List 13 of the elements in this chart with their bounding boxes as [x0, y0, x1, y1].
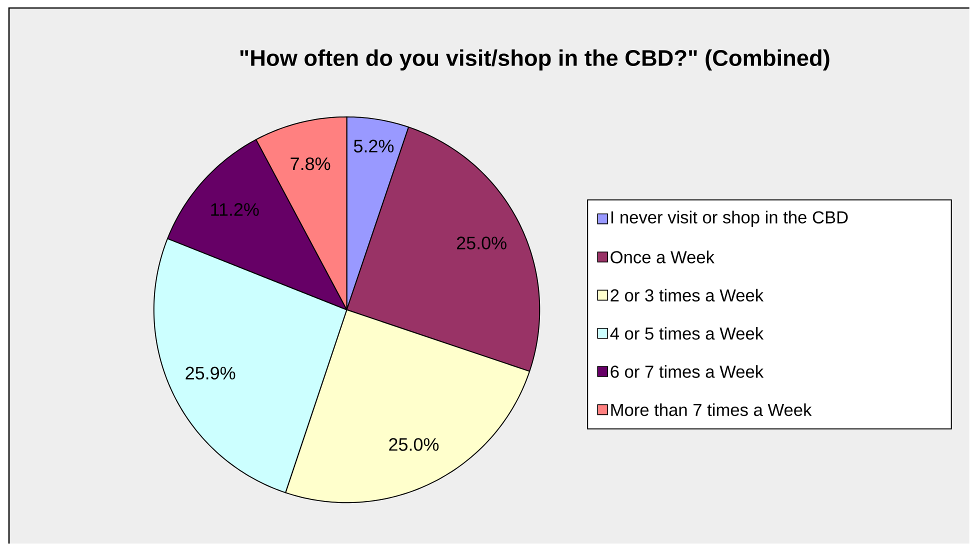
data-label: 7.8%	[290, 157, 330, 170]
legend-label: I never visit or shop in the CBD	[611, 210, 848, 227]
data-label: 25.0%	[389, 438, 439, 451]
legend-label: 6 or 7 times a Week	[610, 365, 764, 378]
data-label: 5.2%	[354, 140, 394, 152]
data-label: 25.0%	[456, 236, 506, 250]
legend-label: Once a Week	[610, 250, 715, 264]
data-label: 11.2%	[211, 203, 259, 216]
legend-label: 4 or 5 times a Week	[610, 326, 764, 340]
legend-label: More than 7 times a Week	[611, 403, 812, 416]
legend-label: 2 or 3 times a Week	[610, 288, 764, 302]
data-label: 25.9%	[186, 366, 236, 380]
chart-title: "How often do you visit/shop in the CBD?" (Combined)	[240, 49, 830, 70]
